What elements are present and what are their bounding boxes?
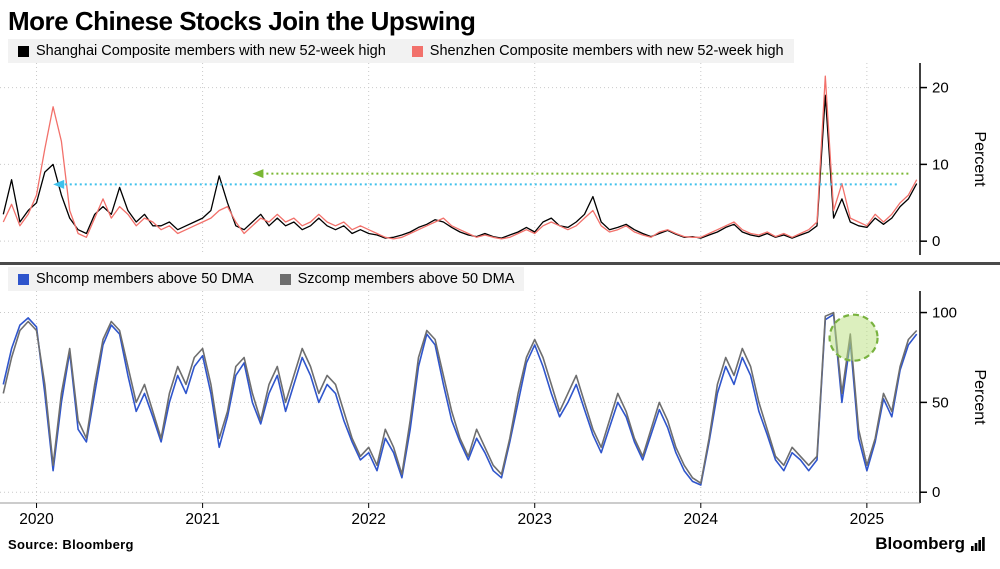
bloomberg-logo-text: Bloomberg	[875, 534, 965, 553]
source-label: Source: Bloomberg	[8, 536, 134, 552]
footer: Source: Bloomberg Bloomberg	[0, 531, 1000, 554]
shenzhen-swatch-icon	[411, 45, 423, 57]
svg-text:20: 20	[932, 80, 949, 97]
panel-divider	[0, 262, 1000, 265]
legend-item-szcomp: Szcomp members above 50 DMA	[279, 271, 515, 287]
svg-text:Percent: Percent	[971, 131, 988, 187]
svg-text:100: 100	[932, 305, 957, 322]
svg-text:2023: 2023	[517, 511, 551, 528]
svg-text:2022: 2022	[351, 511, 385, 528]
legend-label-shcomp: Shcomp members above 50 DMA	[36, 271, 254, 287]
svg-text:0: 0	[932, 484, 940, 501]
shcomp-swatch-icon	[18, 273, 29, 285]
legend-item-shcomp: Shcomp members above 50 DMA	[18, 271, 254, 287]
legend-label-szcomp: Szcomp members above 50 DMA	[297, 271, 515, 287]
svg-text:2024: 2024	[684, 511, 719, 528]
chart-title: More Chinese Stocks Join the Upswing	[8, 6, 476, 36]
top-panel-chart: 0 10 20 Percent	[0, 63, 988, 255]
legend-label-shenzhen: Shenzhen Composite members with new 52-w…	[429, 43, 784, 59]
bloomberg-logo: Bloomberg	[875, 534, 986, 554]
svg-text:2021: 2021	[185, 511, 219, 528]
shanghai-swatch-icon	[18, 45, 29, 57]
legend-item-shanghai: Shanghai Composite members with new 52-w…	[18, 43, 386, 59]
szcomp-swatch-icon	[279, 273, 291, 285]
chart-figure: More Chinese Stocks Join the Upswing Sha…	[0, 6, 1000, 569]
svg-text:10: 10	[932, 156, 949, 173]
svg-text:50: 50	[932, 394, 949, 411]
svg-text:2020: 2020	[19, 511, 54, 528]
svg-text:Percent: Percent	[971, 369, 988, 425]
legend-item-shenzhen: Shenzhen Composite members with new 52-w…	[411, 43, 784, 59]
bloomberg-bars-icon	[971, 537, 985, 551]
legend-bottom: Shcomp members above 50 DMA Szcomp membe…	[8, 267, 525, 291]
legend-label-shanghai: Shanghai Composite members with new 52-w…	[36, 43, 386, 59]
svg-text:2025: 2025	[850, 511, 884, 528]
svg-text:0: 0	[932, 233, 940, 250]
legend-top: Shanghai Composite members with new 52-w…	[8, 39, 794, 63]
bottom-panel-chart: 0 50 100 Percent 2020 2021 2022 2023 2024 2025	[0, 291, 988, 528]
